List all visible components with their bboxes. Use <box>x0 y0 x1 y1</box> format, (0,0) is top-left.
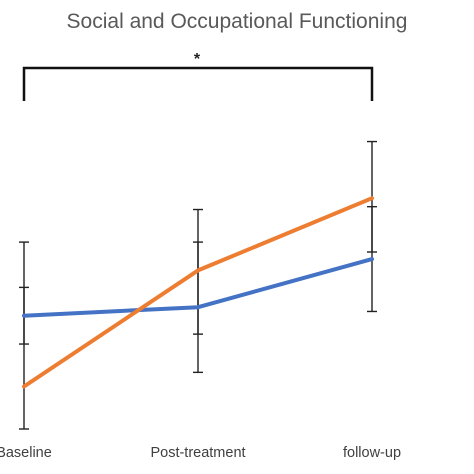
significance-star: * <box>194 51 201 68</box>
series-line-1 <box>22 257 374 318</box>
x-axis-tick-labels: Baseline Post-treatment follow-up <box>0 445 401 461</box>
x-tick-label-1: Baseline <box>0 445 52 461</box>
significance-bracket: * <box>22 51 374 101</box>
series-line-2 <box>22 196 374 389</box>
significance-bracket-line <box>22 66 374 101</box>
x-tick-label-2: Post-treatment <box>150 445 245 461</box>
chart-title: Social and Occupational Functioning <box>67 10 408 33</box>
series-lines <box>22 196 374 389</box>
error-bars <box>19 140 377 430</box>
x-tick-label-3: follow-up <box>343 445 401 461</box>
